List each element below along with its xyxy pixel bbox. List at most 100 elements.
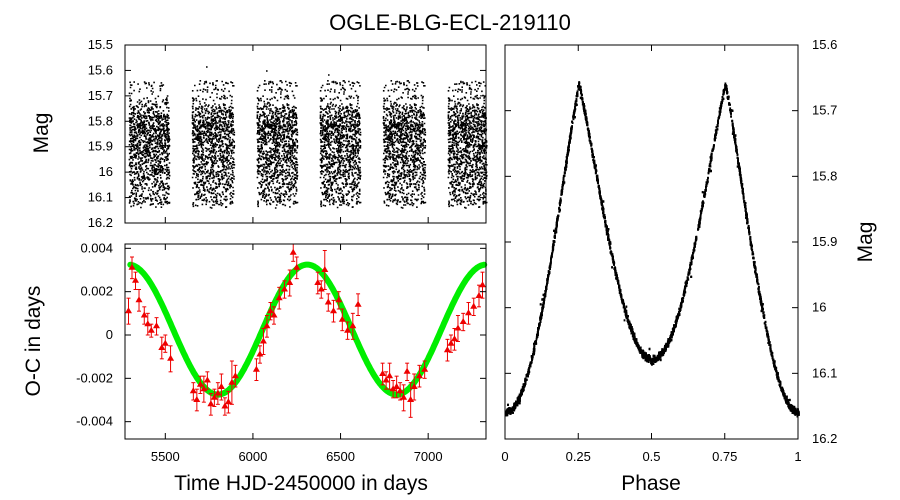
- x-tick-label: 0: [501, 449, 508, 464]
- o-c-point: [263, 322, 271, 329]
- y-tick-label: 16.2: [88, 215, 113, 230]
- o-c-point: [475, 292, 483, 298]
- right-mag-axis-label: Mag: [854, 222, 877, 263]
- phase-point-cloud: [505, 82, 800, 418]
- light-curve-time-frame: [124, 44, 487, 224]
- o-c-point: [256, 350, 264, 357]
- o-c-point: [231, 372, 239, 379]
- x-tick-label: 1: [794, 449, 801, 464]
- o-c-point: [335, 296, 343, 303]
- o-c-point: [393, 383, 401, 389]
- x-tick-label: 0.5: [642, 449, 660, 464]
- season-point-cloud: [447, 80, 488, 209]
- y-tick-label: 0.004: [80, 240, 113, 255]
- o-c-point: [210, 393, 218, 400]
- o-c-point: [281, 285, 288, 292]
- o-c-point: [200, 385, 208, 392]
- o-c-point: [128, 263, 136, 270]
- o-c-point: [153, 322, 160, 329]
- o-c-point: [330, 307, 337, 314]
- y-tick-label: 16: [99, 164, 113, 179]
- y-tick-label: 15.6: [812, 37, 837, 52]
- o-c-point: [396, 387, 404, 394]
- season-point-cloud: [191, 80, 236, 209]
- time-axis-label: Time HJD-2450000 in days: [174, 472, 428, 495]
- o-c-point: [389, 385, 397, 392]
- o-c-point: [196, 380, 204, 387]
- o-c-point: [224, 398, 232, 405]
- o-c-point: [140, 311, 148, 318]
- o-c-point: [267, 307, 274, 314]
- season-point-cloud: [319, 80, 362, 209]
- o-c-point: [344, 326, 352, 333]
- o-c-point: [203, 376, 211, 383]
- y-tick-label: 16: [812, 300, 826, 315]
- x-tick-label: 7000: [414, 449, 443, 464]
- y-tick-label: 15.7: [812, 103, 837, 118]
- o-c-point: [314, 279, 322, 285]
- o-c-point: [193, 396, 201, 402]
- o-c-point: [465, 309, 472, 316]
- season-point-cloud: [382, 80, 427, 209]
- o-c-point: [321, 266, 329, 272]
- o-c-point: [386, 372, 394, 379]
- o-c-point: [354, 300, 362, 307]
- o-c-point: [479, 281, 486, 288]
- outlier-points: [206, 66, 330, 76]
- o-c-point: [454, 324, 462, 331]
- phase-point-cloud: [505, 82, 800, 418]
- o-c-point: [286, 279, 294, 285]
- x-tick-label: 6000: [238, 449, 267, 464]
- o-c-point: [459, 318, 467, 324]
- y-tick-label: 15.5: [88, 37, 113, 52]
- o-c-point: [207, 400, 215, 407]
- y-tick-label: 15.6: [88, 62, 113, 77]
- o-c-point: [125, 307, 132, 314]
- o-c-point: [400, 393, 408, 400]
- o-c-point: [338, 315, 346, 322]
- o-c-point: [447, 339, 455, 346]
- y-tick-label: 15.8: [812, 168, 837, 183]
- y-tick-label: -0.004: [76, 414, 113, 429]
- light-curve-time-points: [128, 66, 488, 209]
- o-c-point: [443, 346, 451, 353]
- phase-axes: 15.6 15.7 15.8 15.9 16 16.1 16.2 0 0.25 0.5 0.75 1: [501, 37, 837, 464]
- o-c-point: [403, 367, 411, 374]
- y-tick-label: 15.9: [88, 139, 113, 154]
- x-tick-label: 6500: [326, 449, 355, 464]
- o-c-point: [421, 365, 429, 372]
- y-tick-label: 15.9: [812, 234, 837, 249]
- left-mag-axis-label: Mag: [30, 113, 53, 154]
- o-c-point: [147, 326, 155, 333]
- o-c-point: [158, 344, 166, 350]
- y-tick-label: -0.002: [76, 370, 113, 385]
- x-tick-label: 5500: [151, 449, 180, 464]
- o-c-axes: 0.004 0.002 0 -0.002 -0.004 5500 6000 6500 7000: [76, 240, 487, 464]
- o-c-measurements: [125, 243, 486, 418]
- phase-axis-label: Phase: [621, 472, 681, 495]
- phase-frame: [504, 44, 799, 440]
- fit-curve-line: [127, 261, 488, 398]
- o-c-point: [324, 298, 332, 305]
- y-tick-label: 16.2: [812, 431, 837, 446]
- phase-point-cloud: [505, 81, 800, 417]
- o-c-point: [144, 320, 152, 327]
- o-c-axis-label: O-C in days: [22, 286, 45, 397]
- y-tick-label: 16.1: [88, 190, 113, 205]
- o-c-point: [161, 339, 169, 346]
- x-tick-label: 0.75: [712, 449, 737, 464]
- o-c-point: [382, 376, 390, 383]
- light-curve-time-axes: 15.5 15.6 15.7 15.8 15.9 16 16.1 16.2: [88, 37, 487, 230]
- season-point-cloud: [128, 81, 171, 209]
- o-c-point: [451, 335, 458, 342]
- chart-title: OGLE-BLG-ECL-219110: [329, 10, 571, 35]
- o-c-point: [167, 354, 175, 361]
- season-point-cloud: [256, 80, 299, 209]
- y-tick-label: 15.8: [88, 113, 113, 128]
- o-c-point: [135, 296, 143, 303]
- o-c-point: [293, 263, 301, 270]
- o-c-point: [407, 396, 415, 402]
